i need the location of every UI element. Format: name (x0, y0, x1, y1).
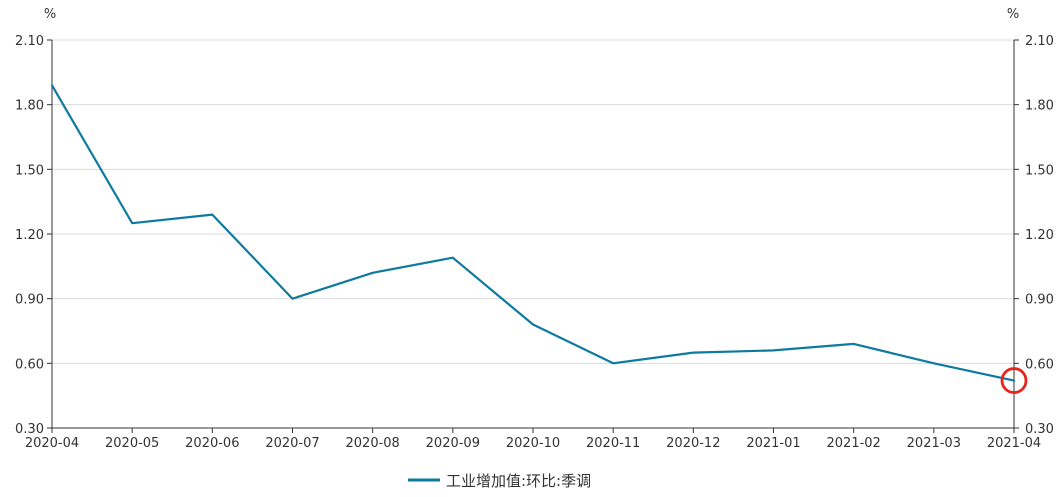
x-tick-label: 2020-11 (586, 436, 640, 451)
x-tick-label: 2020-12 (666, 436, 720, 451)
legend-label: 工业增加值:环比:季调 (446, 472, 591, 490)
y-tick-label-right: 0.30 (1025, 422, 1054, 437)
y-tick-labels-right: 0.30 0.60 0.90 1.20 1.50 1.80 2.10 (1014, 34, 1054, 437)
legend[interactable]: 工业增加值:环比:季调 (408, 472, 591, 490)
x-tick-label: 2020-08 (346, 436, 400, 451)
highlight-circle (1000, 367, 1028, 394)
y-tick-label-left: 2.10 (15, 34, 44, 49)
x-tick-label: 2021-02 (827, 436, 881, 451)
grid-lines (52, 39, 1014, 364)
y-unit-right: % (1007, 7, 1019, 22)
y-tick-label-right: 1.80 (1025, 99, 1054, 114)
x-tick-label: 2020-04 (25, 436, 79, 451)
x-tick-labels: 2020-04 2020-05 2020-06 2020-07 2020-08 2020-… (25, 428, 1041, 451)
y-tick-label-left: 1.80 (15, 99, 44, 114)
x-tick-label: 2021-03 (907, 436, 961, 451)
y-tick-label-right: 0.60 (1025, 357, 1054, 372)
y-unit-left: % (44, 7, 56, 22)
y-tick-label-right: 1.20 (1025, 228, 1054, 243)
x-tick-label: 2020-05 (105, 436, 159, 451)
y-tick-label-left: 1.20 (15, 228, 44, 243)
x-tick-label: 2020-06 (185, 436, 239, 451)
y-tick-label-left: 0.60 (15, 357, 44, 372)
series-group (50, 84, 1016, 382)
x-tick-label: 2020-10 (506, 436, 560, 451)
y-tick-label-left: 1.50 (15, 163, 44, 178)
x-tick-label: 2020-09 (426, 436, 480, 451)
x-tick-label: 2020-07 (265, 436, 319, 451)
x-tick-label: 2021-04 (987, 436, 1041, 451)
highlight-marker-group (1000, 367, 1028, 394)
y-tick-label-left: 0.90 (15, 293, 44, 308)
series-line (50, 84, 1016, 382)
y-tick-label-right: 2.10 (1025, 34, 1054, 49)
y-tick-label-right: 1.50 (1025, 163, 1054, 178)
x-tick-label: 2021-01 (746, 436, 800, 451)
y-tick-label-left: 0.30 (15, 422, 44, 437)
y-tick-labels-left: 0.30 0.60 0.90 1.20 1.50 1.80 2.10 (15, 34, 52, 437)
y-tick-label-right: 0.90 (1025, 293, 1054, 308)
